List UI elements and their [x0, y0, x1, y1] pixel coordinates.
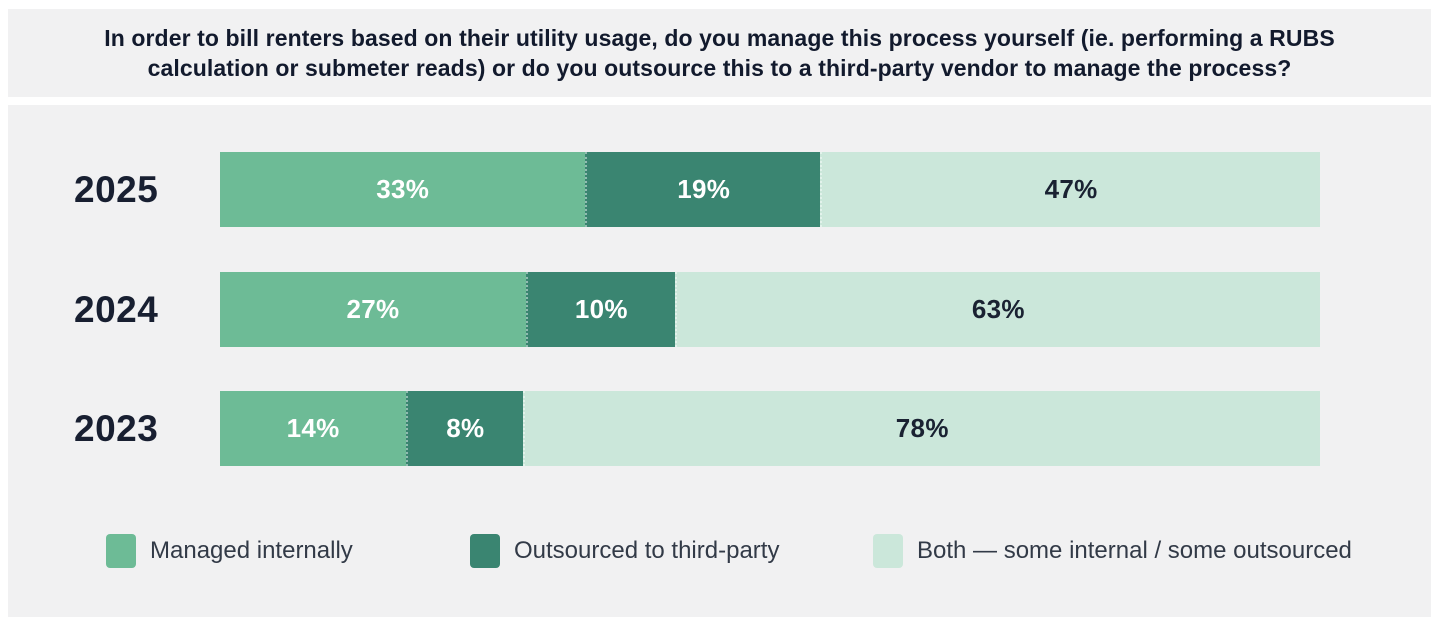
stacked-bar: 14% 8% 78%	[220, 391, 1320, 466]
question-header: In order to bill renters based on their …	[8, 9, 1431, 97]
segment-value-label: 63%	[971, 294, 1025, 324]
year-label: 2025	[74, 168, 159, 210]
legend-label: Outsourced to third-party	[514, 537, 780, 564]
stacked-bar: 27% 10% 63%	[220, 272, 1321, 347]
bar-segment: 47%	[820, 152, 1320, 227]
segment-value-label: 19%	[677, 174, 731, 204]
year-label: 2023	[74, 407, 159, 449]
year-label: 2024	[74, 288, 159, 330]
bar-row: 2023 14% 8% 78%	[8, 391, 1431, 466]
page-title-line-2: calculation or submeter reads) or do you…	[147, 55, 1292, 81]
legend-item: Both — some internal / some outsourced	[873, 534, 1352, 568]
bar-segment: 33%	[220, 152, 586, 227]
legend-item: Managed internally	[106, 534, 353, 568]
bar-row: 2025 33% 19% 47%	[8, 152, 1431, 227]
segment-value-label: 27%	[346, 294, 400, 324]
stacked-bar: 33% 19% 47%	[220, 152, 1320, 227]
segment-value-label: 78%	[895, 413, 949, 443]
bar-segment: 14%	[220, 391, 407, 466]
bar-segment: 10%	[525, 272, 675, 347]
bar-row: 2024 27% 10% 63%	[8, 272, 1431, 347]
legend: Managed internally Outsourced to third-pa…	[8, 534, 1431, 568]
segment-value-label: 8%	[446, 413, 485, 443]
segment-value-label: 47%	[1044, 174, 1098, 204]
bar-segment: 78%	[522, 391, 1320, 466]
segment-value-label: 14%	[286, 413, 340, 443]
legend-swatch	[470, 534, 500, 568]
segment-value-label: 10%	[574, 294, 628, 324]
legend-swatch	[106, 534, 136, 568]
chart-panel: 2025 33% 19% 47% 2024 27% 10% 63% 2023 14% 8% 78% M…	[8, 105, 1431, 617]
legend-label: Both — some internal / some outsourced	[917, 537, 1352, 564]
legend-swatch	[873, 534, 903, 568]
legend-item: Outsourced to third-party	[470, 534, 779, 568]
bar-segment: 27%	[220, 272, 526, 347]
legend-label: Managed internally	[150, 537, 353, 564]
bar-segment: 19%	[585, 152, 821, 227]
bar-segment: 63%	[674, 272, 1321, 347]
page-title-line-1: In order to bill renters based on their …	[104, 25, 1335, 51]
bar-segment: 8%	[406, 391, 523, 466]
segment-value-label: 33%	[376, 174, 430, 204]
